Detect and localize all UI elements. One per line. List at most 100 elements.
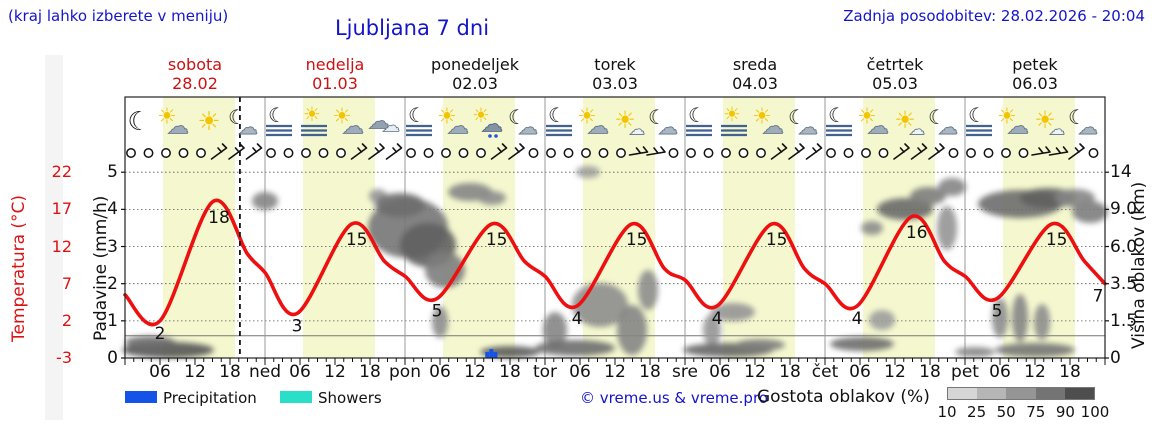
x-axis-label: 12 <box>1024 362 1046 382</box>
day-name: sobota <box>167 55 223 74</box>
axis-tick: 17 <box>51 199 72 219</box>
svg-text:☁: ☁ <box>1049 120 1065 139</box>
day-name: ponedeljek <box>431 55 519 74</box>
sun-rain-icon: ☀☁ <box>472 103 503 138</box>
svg-text:15: 15 <box>626 230 648 250</box>
day-name: četrtek <box>866 55 924 74</box>
svg-text:☾: ☾ <box>788 105 806 129</box>
x-axis-label: 18 <box>779 362 801 382</box>
svg-text:☾: ☾ <box>228 105 246 129</box>
copyright-link[interactable]: © vreme.us & vreme.pro <box>580 389 768 407</box>
svg-text:☀: ☀ <box>197 107 220 137</box>
svg-text:☁: ☁ <box>238 115 258 139</box>
moon-fog-icon: ☾ <box>686 103 712 137</box>
svg-text:☁: ☁ <box>342 115 364 140</box>
svg-text:☁: ☁ <box>629 120 645 139</box>
axis-tick: -3 <box>56 348 72 367</box>
day-date: 05.03 <box>872 74 918 93</box>
svg-text:☾: ☾ <box>268 103 286 127</box>
moon-icon: ☾ <box>127 107 150 137</box>
svg-text:☾: ☾ <box>408 103 426 127</box>
showers-swatch <box>280 391 312 403</box>
svg-text:☁: ☁ <box>798 115 818 139</box>
x-axis-label: 18 <box>919 362 941 382</box>
gradient-scale-number: 25 <box>967 403 987 421</box>
x-axis-label: sre <box>672 362 698 382</box>
svg-text:☾: ☾ <box>928 105 946 129</box>
left-gutter-strip <box>45 55 63 420</box>
svg-text:☀: ☀ <box>723 102 741 126</box>
x-axis-label: 18 <box>1059 362 1081 382</box>
last-update: Zadnja posodobitev: 28.02.2026 - 20:04 <box>843 7 1145 25</box>
precipitation-bars <box>485 349 498 358</box>
moon-cloud-icon: ☾☁ <box>648 105 678 139</box>
day-name: petek <box>1012 55 1058 74</box>
day-header: torek 03.03 <box>545 55 685 93</box>
svg-text:☀: ☀ <box>857 105 877 130</box>
day-name: torek <box>594 55 636 74</box>
gradient-segment <box>1035 388 1065 399</box>
gradient-segment <box>977 388 1007 399</box>
svg-text:☀: ☀ <box>752 105 772 130</box>
svg-text:☁: ☁ <box>867 115 889 140</box>
axis-tick: 3.5 <box>1110 273 1138 294</box>
x-axis-label: 12 <box>184 362 206 382</box>
x-axis-label: pon <box>389 362 421 382</box>
sun-fog-icon: ☀ <box>721 102 747 137</box>
sun-icon: ☀ <box>197 107 220 137</box>
svg-text:☀: ☀ <box>1034 106 1056 134</box>
axis-tick: 12 <box>51 236 72 256</box>
moon-fog-icon: ☾ <box>546 103 572 137</box>
sun-cloud-icon: ☀☁ <box>752 105 784 140</box>
svg-text:☁: ☁ <box>587 115 609 140</box>
svg-text:☀: ☀ <box>332 105 352 130</box>
day-name: nedelja <box>305 55 365 74</box>
axis-tick: 0 <box>107 348 118 368</box>
moon-fog-icon: ☾ <box>966 103 992 137</box>
axis-tick: 3 <box>107 236 118 257</box>
gradient-segment <box>1006 388 1036 399</box>
svg-text:☾: ☾ <box>1068 105 1086 129</box>
moon-cloud-icon: ☾☁ <box>508 105 538 139</box>
gradient-segment <box>1064 388 1095 399</box>
axis-tick: 9.0 <box>1110 199 1138 220</box>
gradient-segment <box>948 388 978 399</box>
axis-tick: 7 <box>61 273 72 293</box>
axis-tick: 2 <box>61 310 72 330</box>
svg-text:16: 16 <box>906 223 928 243</box>
svg-text:☁: ☁ <box>909 120 925 139</box>
svg-text:☀: ☀ <box>997 105 1017 130</box>
moon-fog-icon: ☾ <box>826 103 852 137</box>
axis-tick: 1 <box>107 310 118 331</box>
svg-text:2: 2 <box>155 324 166 344</box>
svg-text:☁: ☁ <box>447 115 469 140</box>
gradient-scale-number: 75 <box>1026 403 1046 421</box>
axis-tick: 22 <box>51 162 72 182</box>
axis-tick: 1.5 <box>1110 310 1138 331</box>
precipitation-swatch <box>125 391 157 403</box>
svg-text:☁: ☁ <box>382 116 400 137</box>
x-axis-label: pet <box>951 362 979 382</box>
svg-text:☁: ☁ <box>658 115 678 139</box>
temperature-labels: 18 15 15 15 15 16 15 2 3 5 4 4 4 5 7 <box>155 208 1104 344</box>
page-title: Ljubljana 7 dni <box>334 16 490 40</box>
x-axis-label: 12 <box>604 362 626 382</box>
svg-text:4: 4 <box>712 309 723 329</box>
cloud-density-legend-label: Gostota oblakov (%) <box>757 387 930 407</box>
sun-small-cloud-icon: ☀☁ <box>1034 106 1065 139</box>
svg-text:☀: ☀ <box>894 106 916 134</box>
x-axis-label: 12 <box>464 362 486 382</box>
x-axis-label: 18 <box>219 362 241 382</box>
day-name: sreda <box>732 55 778 74</box>
sun-fog-icon: ☀ <box>301 102 327 137</box>
x-axis-label: 18 <box>359 362 381 382</box>
x-axis-label: 06 <box>989 362 1011 382</box>
svg-text:☁: ☁ <box>481 113 503 138</box>
svg-text:☀: ☀ <box>577 105 597 130</box>
cloud-icon: ☁☁ <box>368 109 401 137</box>
x-axis-label: 12 <box>884 362 906 382</box>
svg-text:18: 18 <box>208 208 230 228</box>
svg-text:☾: ☾ <box>828 103 846 127</box>
svg-text:3: 3 <box>292 316 303 336</box>
